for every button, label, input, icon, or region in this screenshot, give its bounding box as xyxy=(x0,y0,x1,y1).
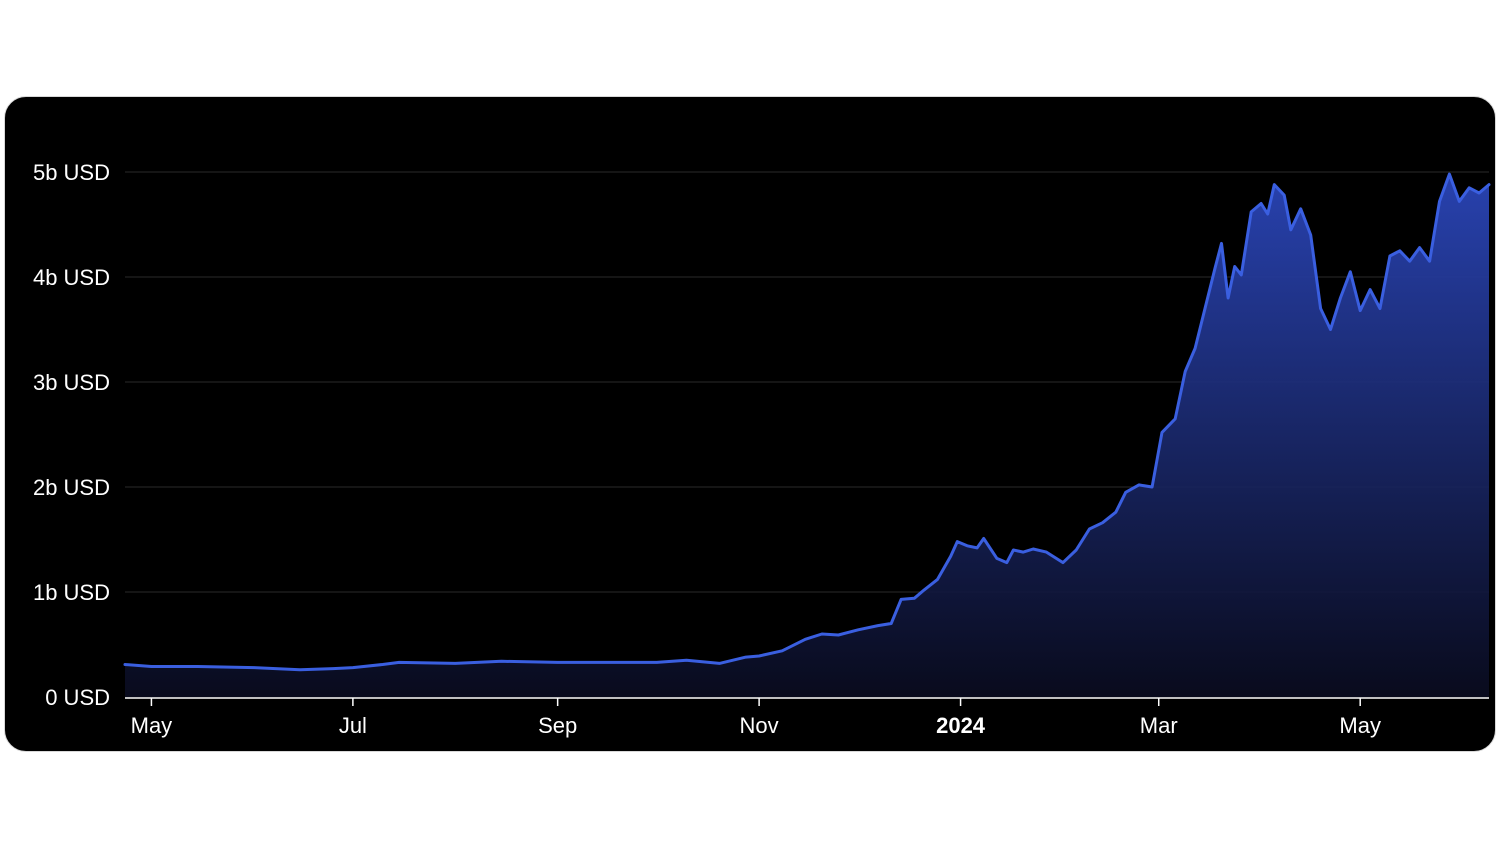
x-tick-label: Nov xyxy=(740,713,779,738)
chart-card: 0 USD 1b USD 2b USD 3b USD 4b USD 5b USD May Ju… xyxy=(4,96,1496,752)
x-tick-label: Sep xyxy=(538,713,577,738)
x-tick-label: Jul xyxy=(339,713,367,738)
series-area xyxy=(125,174,1489,698)
revenue-area-chart: 0 USD 1b USD 2b USD 3b USD 4b USD 5b USD May Ju… xyxy=(33,160,1491,738)
y-tick-label: 2b USD xyxy=(33,475,110,500)
x-tick-label: 2024 xyxy=(936,713,986,738)
axis-layer xyxy=(125,697,1489,706)
y-tick-label: 4b USD xyxy=(33,265,110,290)
area-layer xyxy=(123,172,1491,698)
x-tick-label: Mar xyxy=(1140,713,1178,738)
x-tick-label: May xyxy=(131,713,173,738)
tick-labels: 0 USD 1b USD 2b USD 3b USD 4b USD 5b USD May Ju… xyxy=(33,160,1381,738)
series-line xyxy=(123,172,1491,672)
y-tick-label: 5b USD xyxy=(33,160,110,185)
y-tick-label: 0 USD xyxy=(45,685,110,710)
x-tick-label: May xyxy=(1339,713,1381,738)
y-tick-label: 1b USD xyxy=(33,580,110,605)
y-tick-label: 3b USD xyxy=(33,370,110,395)
